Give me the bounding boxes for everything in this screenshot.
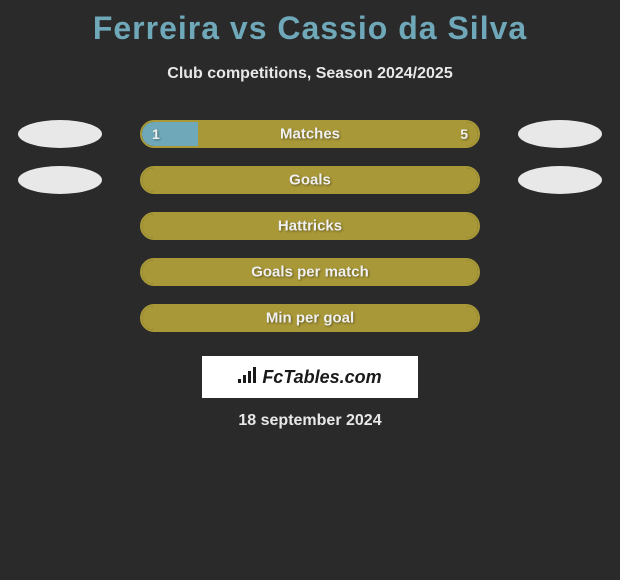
bar-label: Matches (280, 126, 340, 143)
logo-label: FcTables.com (262, 367, 381, 388)
bar-container: Hattricks (140, 212, 480, 240)
bar-container: Matches 1 5 (140, 120, 480, 148)
page-title: Ferreira vs Cassio da Silva (0, 10, 620, 47)
stat-row: Min per goal (0, 302, 620, 334)
player-photo-right (518, 166, 602, 194)
stat-row: Goals per match (0, 256, 620, 288)
bar-label: Goals (289, 172, 331, 189)
chart-icon (238, 367, 258, 388)
logo-box: FcTables.com (202, 356, 418, 398)
player-photo-left (18, 120, 102, 148)
subtitle: Club competitions, Season 2024/2025 (0, 65, 620, 83)
main-container: Ferreira vs Cassio da Silva Club competi… (0, 0, 620, 430)
bar-container: Goals (140, 166, 480, 194)
stat-row: Matches 1 5 (0, 118, 620, 150)
player-photo-left (18, 166, 102, 194)
bar-left-segment (142, 122, 198, 146)
bar-label: Hattricks (278, 218, 342, 235)
value-left: 1 (152, 126, 160, 142)
bar-label: Min per goal (266, 310, 354, 327)
bar-container: Goals per match (140, 258, 480, 286)
stats-area: Matches 1 5 Goals Hattricks Goals per match Mi… (0, 118, 620, 334)
player-photo-right (518, 120, 602, 148)
value-right: 5 (460, 126, 468, 142)
bar-container: Min per goal (140, 304, 480, 332)
stat-row: Hattricks (0, 210, 620, 242)
logo-text: FcTables.com (238, 367, 381, 388)
stat-row: Goals (0, 164, 620, 196)
bar-label: Goals per match (251, 264, 369, 281)
date-text: 18 september 2024 (0, 412, 620, 430)
